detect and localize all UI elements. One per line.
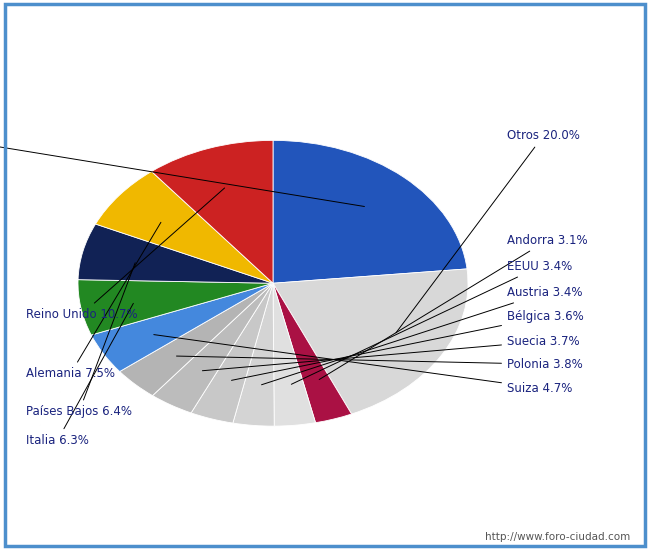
- Text: Francia 23.4%: Francia 23.4%: [0, 112, 365, 206]
- Text: Alemania 7.5%: Alemania 7.5%: [26, 222, 161, 380]
- Text: Andorra 3.1%: Andorra 3.1%: [319, 234, 588, 380]
- Text: Austria 3.4%: Austria 3.4%: [261, 287, 582, 385]
- Wedge shape: [151, 140, 273, 283]
- Wedge shape: [273, 283, 315, 426]
- Text: Bélgica 3.6%: Bélgica 3.6%: [231, 310, 584, 381]
- Wedge shape: [96, 172, 273, 283]
- Wedge shape: [78, 224, 273, 283]
- Text: EEUU 3.4%: EEUU 3.4%: [291, 260, 572, 384]
- Text: Italia 6.3%: Italia 6.3%: [26, 304, 133, 447]
- Text: Reino Unido 10.7%: Reino Unido 10.7%: [26, 188, 225, 321]
- Text: Suecia 3.7%: Suecia 3.7%: [202, 335, 580, 371]
- Wedge shape: [91, 283, 273, 372]
- Wedge shape: [120, 283, 273, 395]
- Wedge shape: [233, 283, 274, 426]
- Text: Cubelles - Turistas extranjeros según país - Abril de 2024: Cubelles - Turistas extranjeros según pa…: [127, 15, 523, 30]
- Text: Polonia 3.8%: Polonia 3.8%: [177, 356, 583, 371]
- Wedge shape: [273, 140, 467, 283]
- Text: Países Bajos 6.4%: Países Bajos 6.4%: [26, 263, 135, 419]
- Text: Suiza 4.7%: Suiza 4.7%: [154, 334, 573, 394]
- Wedge shape: [153, 283, 273, 413]
- Wedge shape: [191, 283, 273, 423]
- Wedge shape: [273, 283, 352, 423]
- Text: Otros 20.0%: Otros 20.0%: [396, 129, 580, 333]
- Wedge shape: [78, 279, 273, 335]
- Text: http://www.foro-ciudad.com: http://www.foro-ciudad.com: [486, 532, 630, 542]
- Wedge shape: [273, 269, 468, 414]
